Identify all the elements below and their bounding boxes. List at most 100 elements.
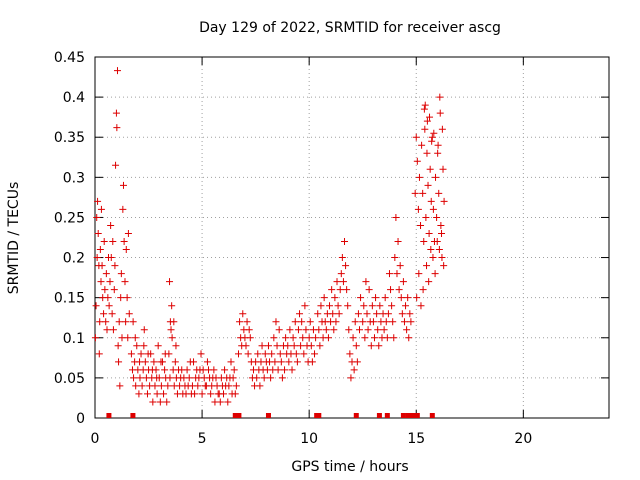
- data-point: [108, 310, 116, 318]
- data-point: [330, 326, 338, 334]
- chart-title: Day 129 of 2022, SRMTID for receiver asc…: [199, 20, 501, 36]
- data-point: [334, 302, 342, 310]
- data-point: [166, 374, 174, 382]
- data-point: [331, 294, 339, 302]
- data-point: [113, 67, 121, 75]
- data-point: [308, 358, 316, 366]
- data-point: [124, 229, 132, 237]
- data-point: [227, 358, 235, 366]
- data-point: [437, 221, 445, 229]
- data-point: [91, 334, 99, 342]
- data-point: [160, 390, 168, 398]
- data-point: [404, 294, 412, 302]
- data-point: [390, 334, 398, 342]
- data-point: [440, 197, 448, 205]
- data-point: [296, 310, 304, 318]
- data-point: [206, 374, 214, 382]
- data-point: [429, 254, 437, 262]
- data-point: [428, 137, 436, 145]
- data-point: [433, 213, 441, 221]
- data-point: [414, 205, 422, 213]
- data-point: [314, 310, 322, 318]
- data-point: [333, 278, 341, 286]
- y-axis-label: SRMTID / TECUs: [6, 182, 22, 295]
- data-point: [436, 93, 444, 101]
- data-point: [419, 286, 427, 294]
- data-point: [424, 181, 432, 189]
- data-point: [221, 366, 229, 374]
- data-point: [111, 262, 119, 270]
- rug-mark: [429, 413, 435, 418]
- data-point: [365, 286, 373, 294]
- x-tick-label: 20: [514, 431, 532, 447]
- data-point: [435, 246, 443, 254]
- data-point: [434, 149, 442, 157]
- data-point: [306, 318, 314, 326]
- data-point: [345, 326, 353, 334]
- data-point: [109, 238, 117, 246]
- data-point: [106, 278, 114, 286]
- data-point: [355, 326, 363, 334]
- data-point: [161, 350, 169, 358]
- data-point: [368, 302, 376, 310]
- data-point: [216, 398, 224, 406]
- data-point: [234, 350, 242, 358]
- y-tick-label: 0.05: [54, 371, 85, 387]
- data-point: [438, 125, 446, 133]
- rug-mark: [376, 413, 382, 418]
- data-point: [116, 382, 124, 390]
- data-point: [293, 358, 301, 366]
- data-point: [324, 334, 332, 342]
- data-point: [311, 350, 319, 358]
- data-point: [307, 342, 315, 350]
- data-points: [91, 67, 448, 406]
- data-point: [320, 294, 328, 302]
- data-point: [104, 294, 112, 302]
- data-point: [433, 238, 441, 246]
- rug-mark: [353, 413, 359, 418]
- data-point: [97, 278, 105, 286]
- rug-mark: [265, 413, 271, 418]
- data-point: [420, 238, 428, 246]
- rug-mark: [405, 413, 411, 418]
- data-point: [375, 342, 383, 350]
- data-point: [277, 358, 285, 366]
- data-point: [413, 294, 421, 302]
- data-point: [426, 165, 434, 173]
- data-point: [389, 318, 397, 326]
- data-point: [107, 221, 115, 229]
- data-point: [336, 286, 344, 294]
- data-point: [396, 262, 404, 270]
- data-point: [299, 334, 307, 342]
- data-point: [124, 334, 132, 342]
- data-point: [364, 326, 372, 334]
- plot-area-frame: [94, 56, 610, 419]
- data-point: [163, 398, 171, 406]
- data-point: [260, 374, 268, 382]
- data-point: [406, 310, 414, 318]
- data-point: [92, 302, 100, 310]
- data-point: [292, 350, 300, 358]
- data-point: [197, 350, 205, 358]
- data-point: [182, 390, 190, 398]
- data-point: [171, 358, 179, 366]
- data-point: [131, 334, 139, 342]
- data-point: [120, 238, 128, 246]
- data-point: [157, 382, 165, 390]
- data-point: [294, 326, 302, 334]
- data-point: [140, 342, 148, 350]
- rug-mark: [316, 413, 322, 418]
- data-point: [186, 358, 194, 366]
- data-point: [367, 342, 375, 350]
- data-point: [150, 358, 158, 366]
- data-point: [339, 278, 347, 286]
- data-point: [114, 342, 122, 350]
- data-point: [167, 326, 175, 334]
- data-point: [100, 238, 108, 246]
- data-point: [122, 246, 130, 254]
- data-point: [137, 350, 145, 358]
- x-tick-label: 0: [91, 431, 100, 447]
- data-point: [329, 310, 337, 318]
- data-point: [399, 278, 407, 286]
